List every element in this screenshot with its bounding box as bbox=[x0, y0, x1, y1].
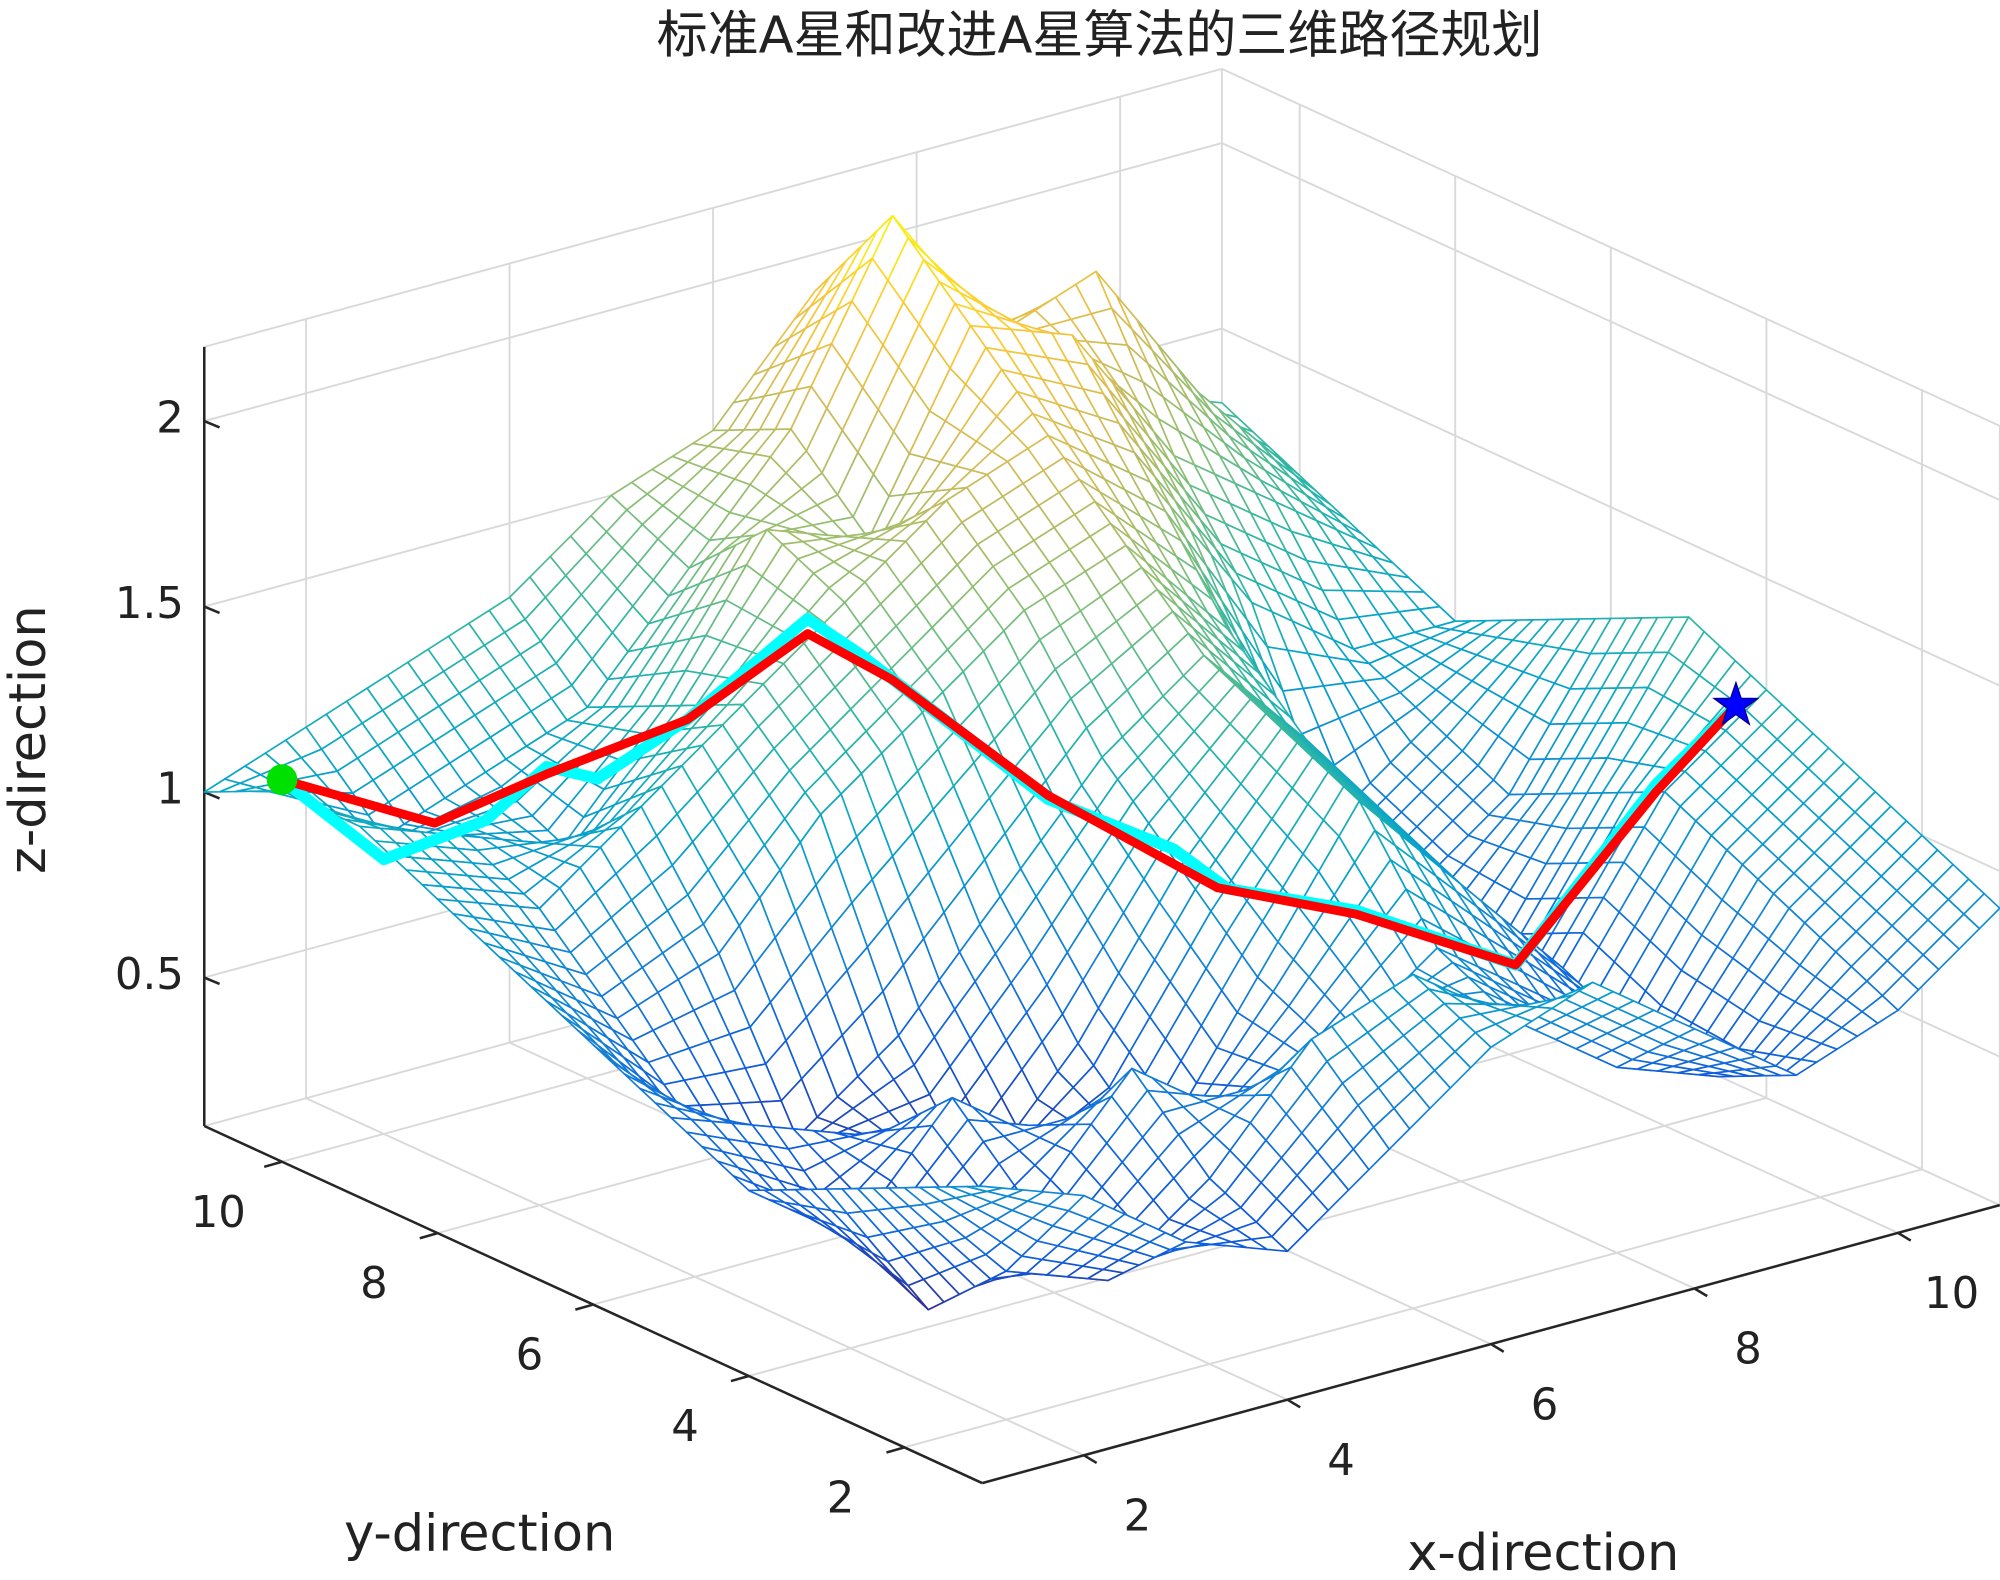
z-tick-label: 1.5 bbox=[115, 579, 184, 629]
goal-marker bbox=[1712, 680, 1760, 726]
chart-title: 标准A星和改进A星算法的三维路径规划 bbox=[657, 6, 1543, 65]
grid-line bbox=[1221, 142, 2000, 501]
x-tick bbox=[1083, 1454, 1098, 1465]
z-tick bbox=[203, 790, 221, 800]
x-tick-label: 4 bbox=[1327, 1436, 1355, 1486]
y-tick bbox=[263, 1160, 283, 1169]
z-tick bbox=[203, 419, 221, 429]
x-tick-label: 2 bbox=[1124, 1492, 1152, 1542]
x-tick bbox=[1897, 1231, 1912, 1242]
z-tick-label: 1 bbox=[156, 765, 184, 815]
z-tick-label: 0.5 bbox=[115, 950, 184, 1000]
z-tick bbox=[203, 605, 221, 615]
y-tick-label: 4 bbox=[671, 1402, 699, 1452]
y-axis-line bbox=[203, 1124, 983, 1485]
start-marker bbox=[266, 764, 298, 795]
surface-mesh bbox=[203, 214, 2000, 1311]
y-tick bbox=[419, 1231, 438, 1240]
y-tick-label: 6 bbox=[516, 1331, 544, 1381]
x-axis-label: x-direction bbox=[1407, 1524, 1679, 1580]
x-tick-label: 8 bbox=[1734, 1325, 1762, 1375]
x-tick bbox=[1693, 1287, 1708, 1298]
y-axis-label: y-direction bbox=[344, 1505, 615, 1564]
mesh-cell bbox=[965, 1185, 1004, 1193]
z-tick-label: 2 bbox=[156, 394, 184, 444]
y-tick-label: 8 bbox=[360, 1259, 388, 1309]
x-tick-label: 10 bbox=[1924, 1269, 1979, 1319]
x-tick bbox=[1286, 1398, 1301, 1409]
grid-line bbox=[1221, 327, 2000, 687]
y-tick bbox=[575, 1303, 594, 1311]
z-axis-label: z-direction bbox=[0, 605, 58, 874]
x-tick-label: 6 bbox=[1531, 1380, 1559, 1430]
z-tick bbox=[203, 976, 221, 986]
grid-line bbox=[904, 1168, 1923, 1449]
y-tick-label: 10 bbox=[191, 1188, 246, 1238]
y-tick bbox=[730, 1374, 750, 1383]
grid-line bbox=[204, 142, 1223, 422]
x-tick bbox=[1490, 1342, 1505, 1353]
y-tick bbox=[886, 1446, 905, 1454]
y-tick-label: 2 bbox=[827, 1473, 855, 1523]
path-line bbox=[277, 629, 1741, 970]
